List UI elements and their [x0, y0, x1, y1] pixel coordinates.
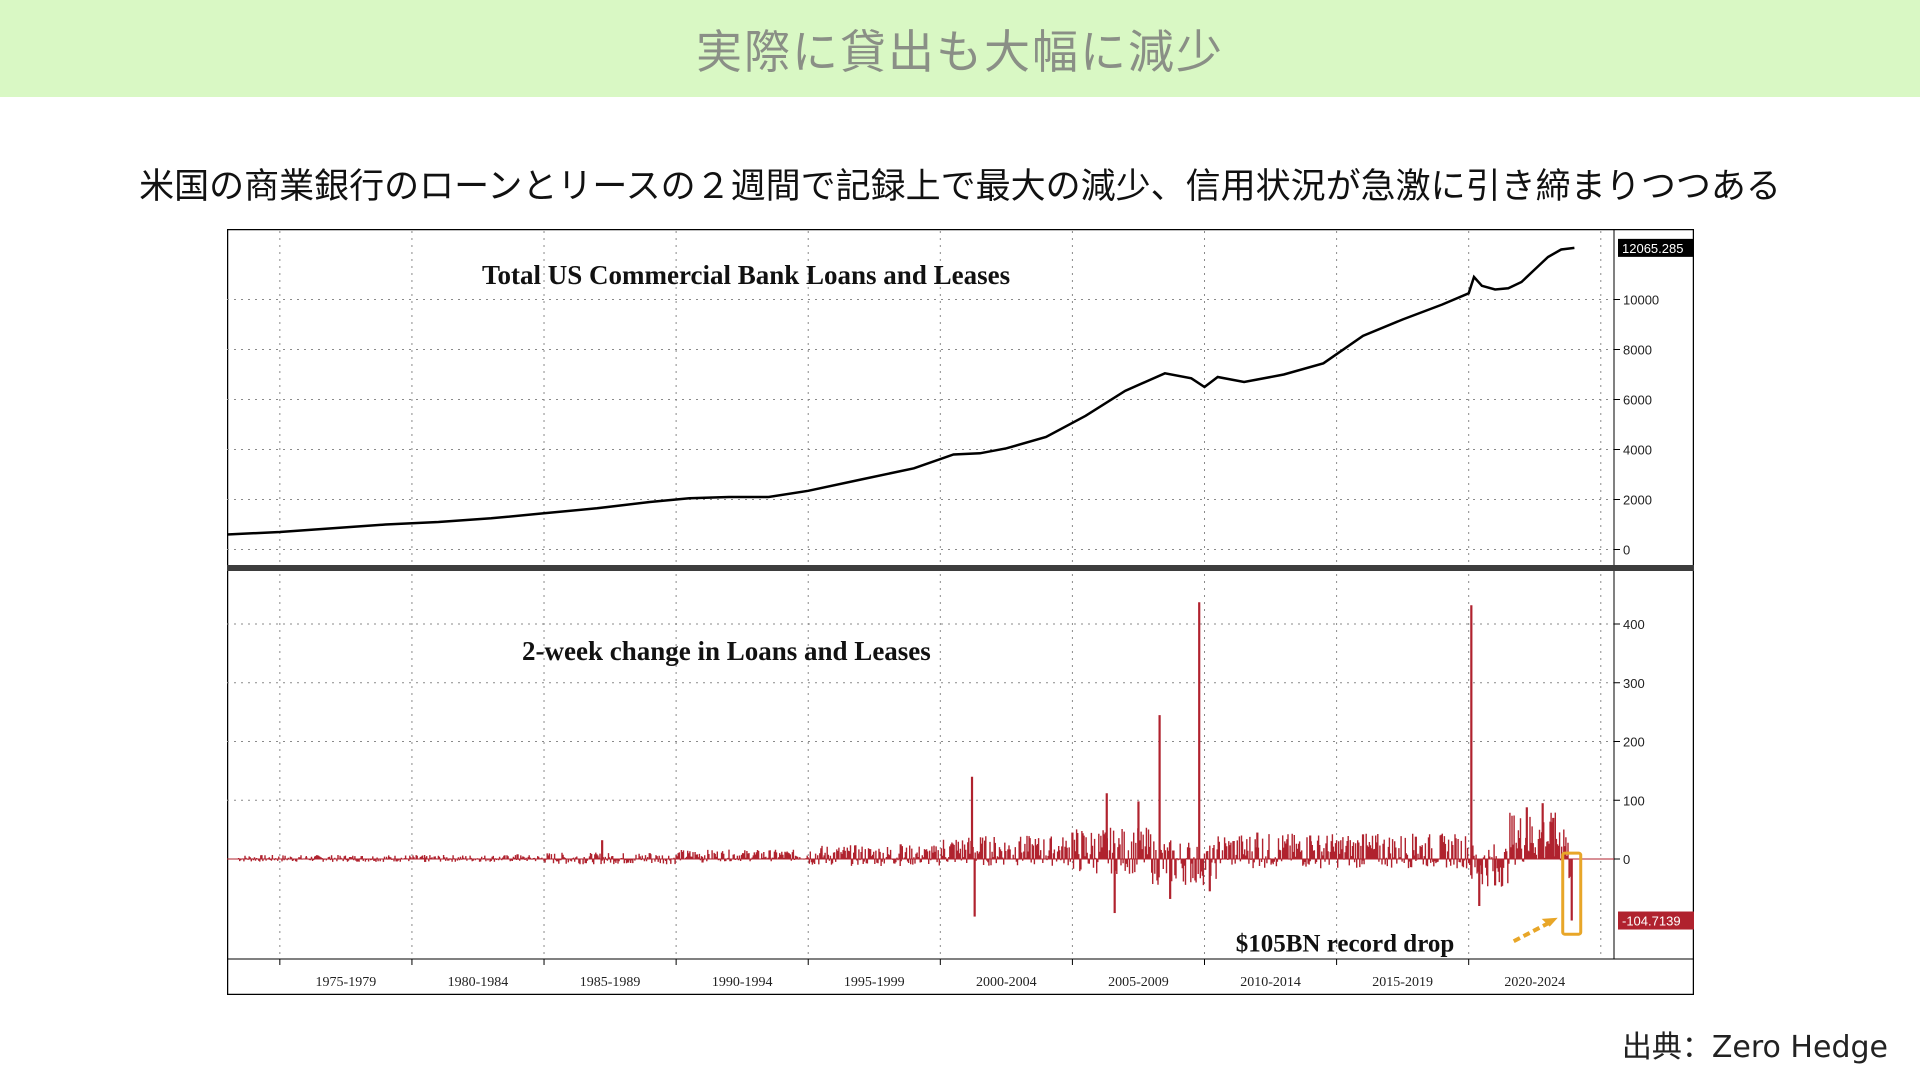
annotation-arrow [1512, 920, 1551, 944]
y-tick-label-top: 6000 [1623, 393, 1652, 408]
chart-svg: 0 2000 4000 6000 8000 10000 0 100 200 300 400 12065… [227, 229, 1694, 995]
chart-frame: 0 2000 4000 6000 8000 10000 0 100 200 300 400 12065… [227, 229, 1694, 995]
x-tick-label: 2005-2009 [1108, 975, 1169, 990]
source-credit: 出典：Zero Hedge [1621, 1030, 1888, 1065]
record-drop-highlight [1561, 851, 1583, 936]
top-chart-title: Total US Commercial Bank Loans and Lease… [482, 260, 1010, 290]
x-tick-label: 1985-1989 [580, 975, 641, 990]
y-tick-label-bottom: 100 [1623, 793, 1645, 808]
y-tick-label-top: 0 [1623, 543, 1630, 558]
y-tick-label-bottom: 0 [1623, 852, 1630, 867]
loan-change-bars [236, 812, 1571, 887]
title-banner: 実際に貸出も大幅に減少 [0, 0, 1920, 97]
y-tick-label-top: 10000 [1623, 293, 1659, 308]
y-tick-label-top: 2000 [1623, 493, 1652, 508]
x-tick-label: 1980-1984 [448, 975, 509, 990]
y-tick-label-top: 4000 [1623, 443, 1652, 458]
x-tick-label: 1990-1994 [712, 975, 773, 990]
banner-title: 実際に貸出も大幅に減少 [696, 24, 1224, 79]
last-value-label-bottom: -104.7139 [1622, 914, 1681, 929]
x-tick-label: 2010-2014 [1240, 975, 1301, 990]
panel-divider [227, 565, 1694, 571]
x-tick-label: 1995-1999 [844, 975, 905, 990]
y-tick-label-top: 8000 [1623, 343, 1652, 358]
bottom-chart-title: 2-week change in Loans and Leases [522, 636, 931, 666]
record-drop-annotation: $105BN record drop [1236, 930, 1455, 957]
last-value-badge-bottom [1618, 911, 1694, 930]
x-tick-label: 2020-2024 [1504, 975, 1565, 990]
x-tick-label: 2000-2004 [976, 975, 1037, 990]
annotation-arrowhead [1541, 917, 1558, 927]
loans-leases-line [227, 246, 1575, 536]
y-tick-label-bottom: 400 [1623, 617, 1645, 632]
last-value-label-top: 12065.285 [1622, 241, 1683, 256]
chart-border [227, 229, 1694, 995]
last-value-badge-top [1618, 238, 1694, 257]
slide-subtitle: 米国の商業銀行のローンとリースの２週間で記録上で最大の減少、信用状況が急激に引き… [139, 167, 1781, 207]
y-tick-label-bottom: 300 [1623, 676, 1645, 691]
x-tick-label: 2015-2019 [1372, 975, 1433, 990]
x-tick-label: 1975-1979 [316, 975, 377, 990]
y-tick-label-bottom: 200 [1623, 735, 1645, 750]
